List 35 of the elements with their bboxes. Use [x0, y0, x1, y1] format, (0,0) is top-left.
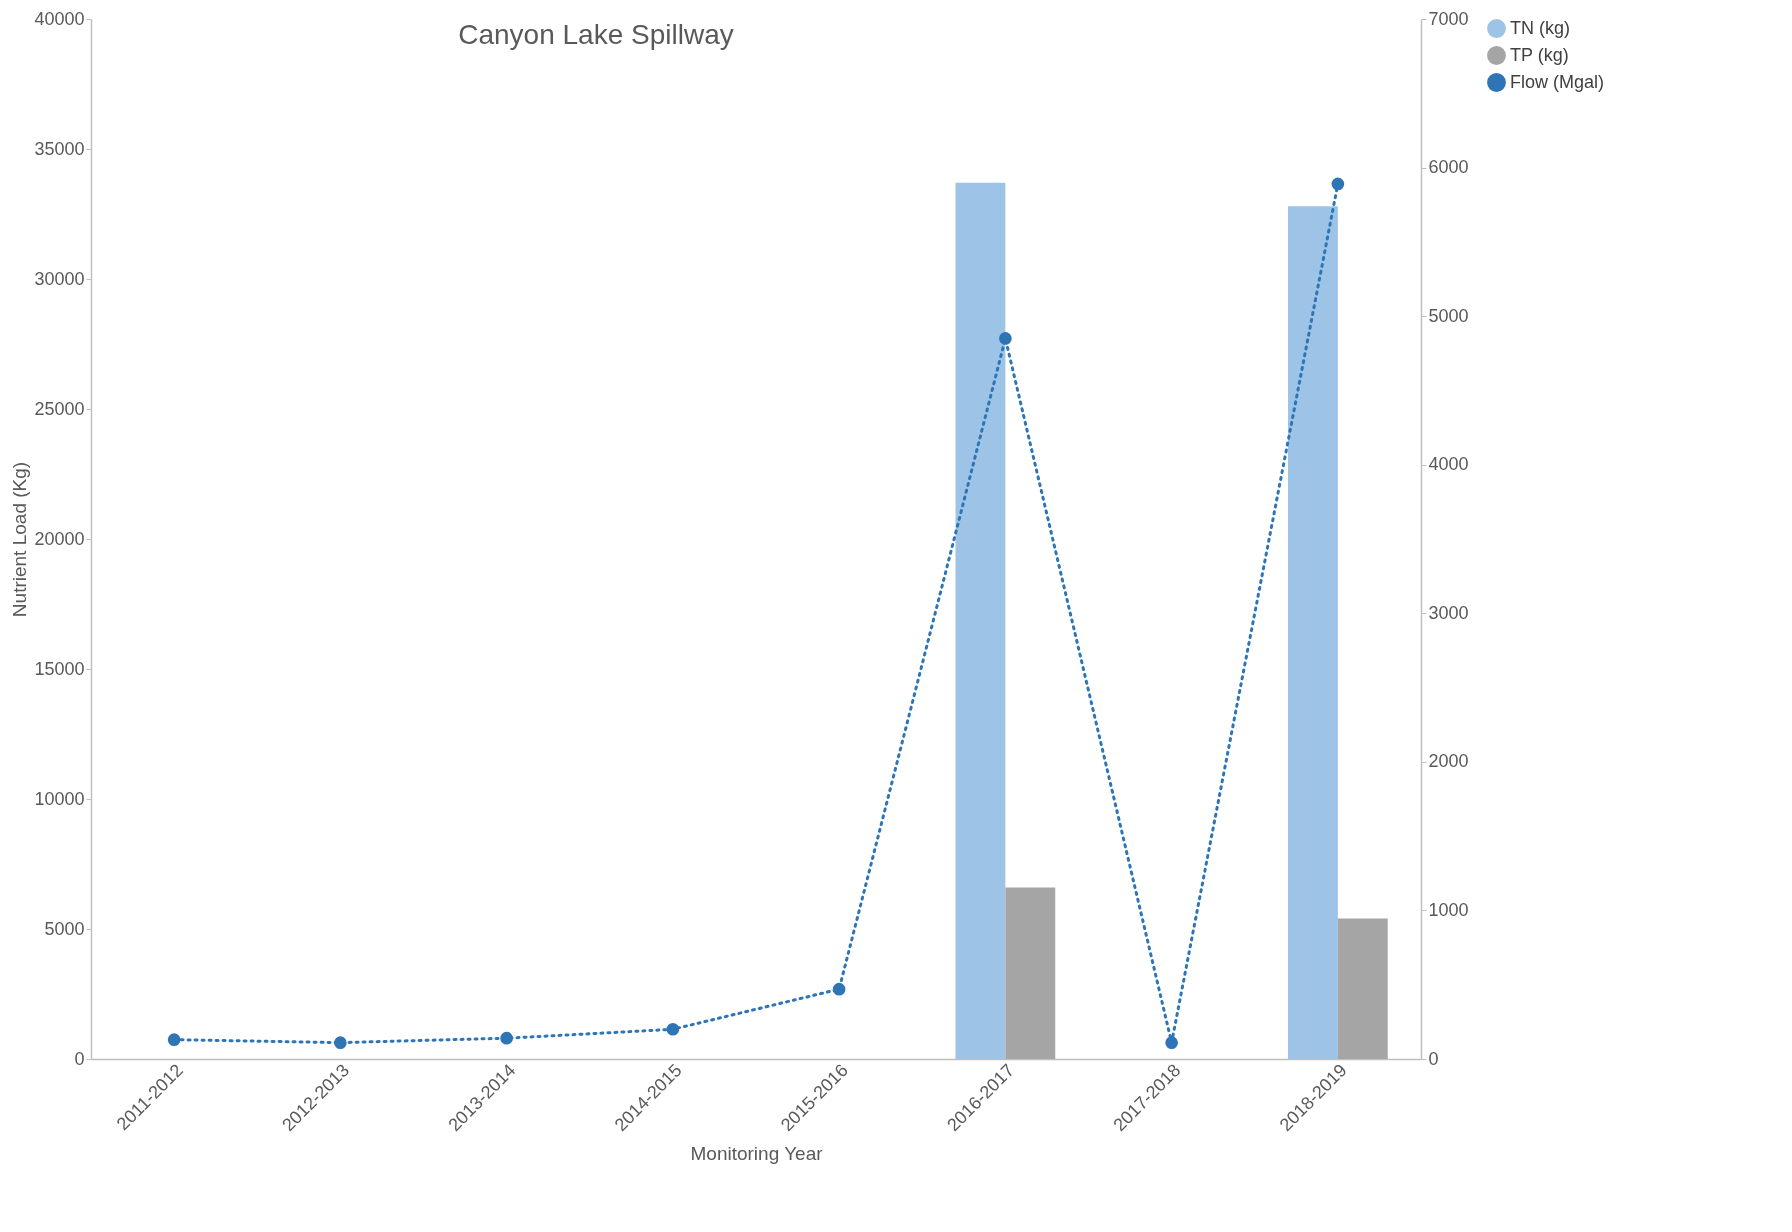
y2-tick-label: 7000 — [1428, 8, 1469, 29]
legend-label: Flow (Mgal) — [1510, 71, 1605, 92]
y2-tick-label: 5000 — [1428, 305, 1469, 326]
bar — [1288, 206, 1338, 1059]
y2-tick-label: 4000 — [1428, 454, 1469, 475]
legend-label: TP (kg) — [1510, 44, 1569, 65]
point — [832, 982, 846, 996]
bar — [1337, 918, 1388, 1059]
y2-tick-label: 2000 — [1428, 751, 1469, 772]
point — [666, 1022, 680, 1036]
point — [500, 1031, 513, 1045]
y-tick-label: 10000 — [34, 788, 85, 809]
point — [334, 1036, 347, 1049]
bar — [1005, 887, 1056, 1059]
y-tick-label: 30000 — [34, 268, 85, 289]
y2-tick-label: 1000 — [1428, 899, 1469, 920]
chart-title: Canyon Lake Spillway — [458, 19, 734, 50]
point — [999, 332, 1012, 345]
point — [1165, 1036, 1178, 1049]
y-tick-label: 25000 — [34, 398, 85, 419]
y-axis-title: Nutrient Load (Kg) — [9, 461, 31, 618]
y-tick-label: 15000 — [34, 658, 85, 679]
point — [167, 1033, 181, 1046]
point — [1331, 177, 1345, 191]
bar — [955, 182, 1006, 1059]
y-tick-label: 40000 — [34, 8, 85, 29]
y2-tick-label: 0 — [1428, 1048, 1439, 1069]
y-tick-label: 20000 — [34, 528, 85, 549]
x-axis-title: Monitoring Year — [690, 1143, 824, 1165]
legend-label: TN (kg) — [1510, 17, 1570, 38]
y-tick-label: 0 — [74, 1048, 85, 1069]
y-tick-label: 35000 — [34, 138, 85, 159]
y2-tick-label: 3000 — [1428, 602, 1469, 623]
y-tick-label: 5000 — [44, 918, 85, 939]
y2-tick-label: 6000 — [1428, 157, 1469, 178]
